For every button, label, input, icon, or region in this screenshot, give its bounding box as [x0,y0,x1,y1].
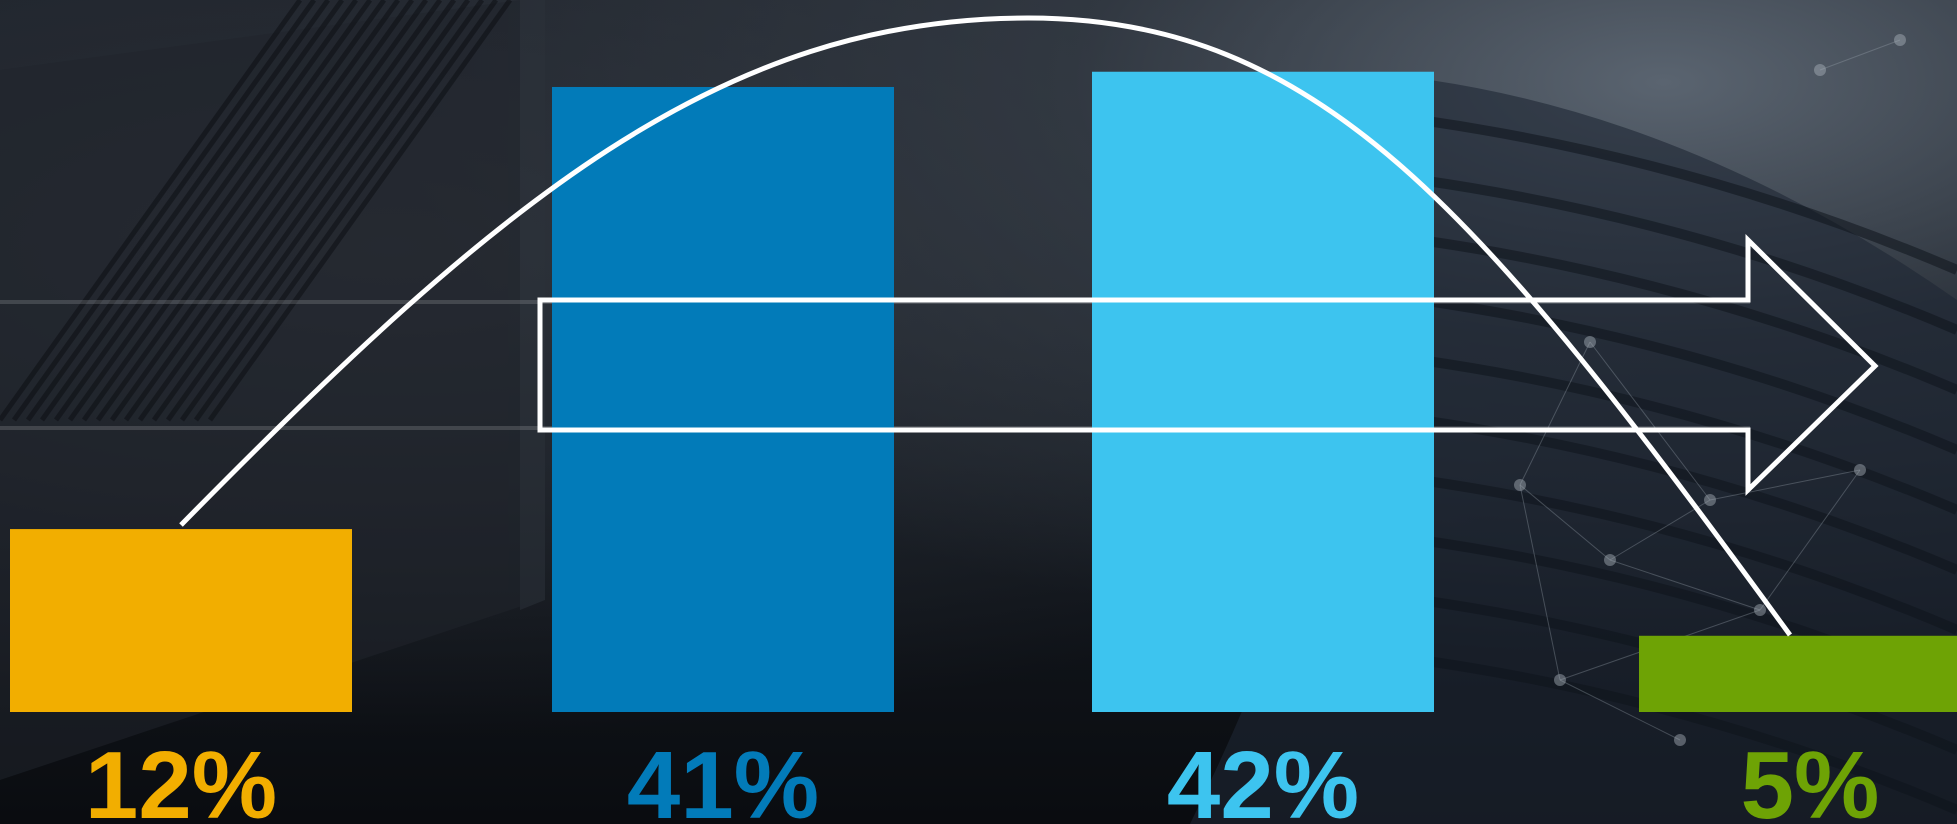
facade-stripe [0,0,303,422]
data-label-3: 42% [1167,732,1359,824]
data-label-4: 5% [1741,732,1880,824]
network-node [1754,604,1766,616]
facade-stripe [1419,115,1957,275]
facade-stripe [151,0,457,422]
facade-stripe [1419,475,1957,635]
network-node [1704,494,1716,506]
bar-2 [552,86,894,712]
bar-1 [10,529,352,712]
facade-stripe [1419,295,1957,455]
facade-stripe [67,0,373,422]
network-line [1819,39,1901,71]
facade-stripe [137,0,443,422]
network-line [1589,341,1711,501]
network-line [1519,341,1591,486]
network-line [1609,559,1761,611]
facade-stripe [11,0,317,422]
network-line [1519,484,1611,561]
facade-stripe [53,0,359,422]
facade-stripe [1419,175,1957,335]
network-line [1519,484,1561,681]
network-line [1609,499,1711,561]
arrow-shape [537,233,1879,496]
facade-stripe [1419,355,1957,515]
facade-stripe [95,0,401,422]
network-node [1584,336,1596,348]
facade-stripe [193,0,499,422]
network-node [1514,479,1526,491]
facade-stripe [179,0,485,422]
facade-stripe [109,0,415,422]
facade-stripe [81,0,387,422]
facade-stripe [39,0,345,422]
distribution-curve [179,15,1793,637]
data-label-2: 41% [627,732,819,824]
network-line [1759,469,1861,611]
network-node [1894,34,1906,46]
bar-3 [1092,71,1434,712]
network-line [1559,679,1681,741]
network-node [1554,674,1566,686]
facade-stripe [207,0,513,422]
bar-4 [1639,635,1957,712]
network-node [1604,554,1616,566]
facade-stripe [1419,655,1957,815]
network-node [1674,734,1686,746]
network-node [1854,464,1866,476]
facade-stripe [25,0,331,422]
network-line [1709,469,1861,501]
network-lines [1514,34,1906,746]
facade-stripe [123,0,429,422]
facade-stripe [165,0,471,422]
data-label-1: 12% [85,732,277,824]
network-node [1814,64,1826,76]
